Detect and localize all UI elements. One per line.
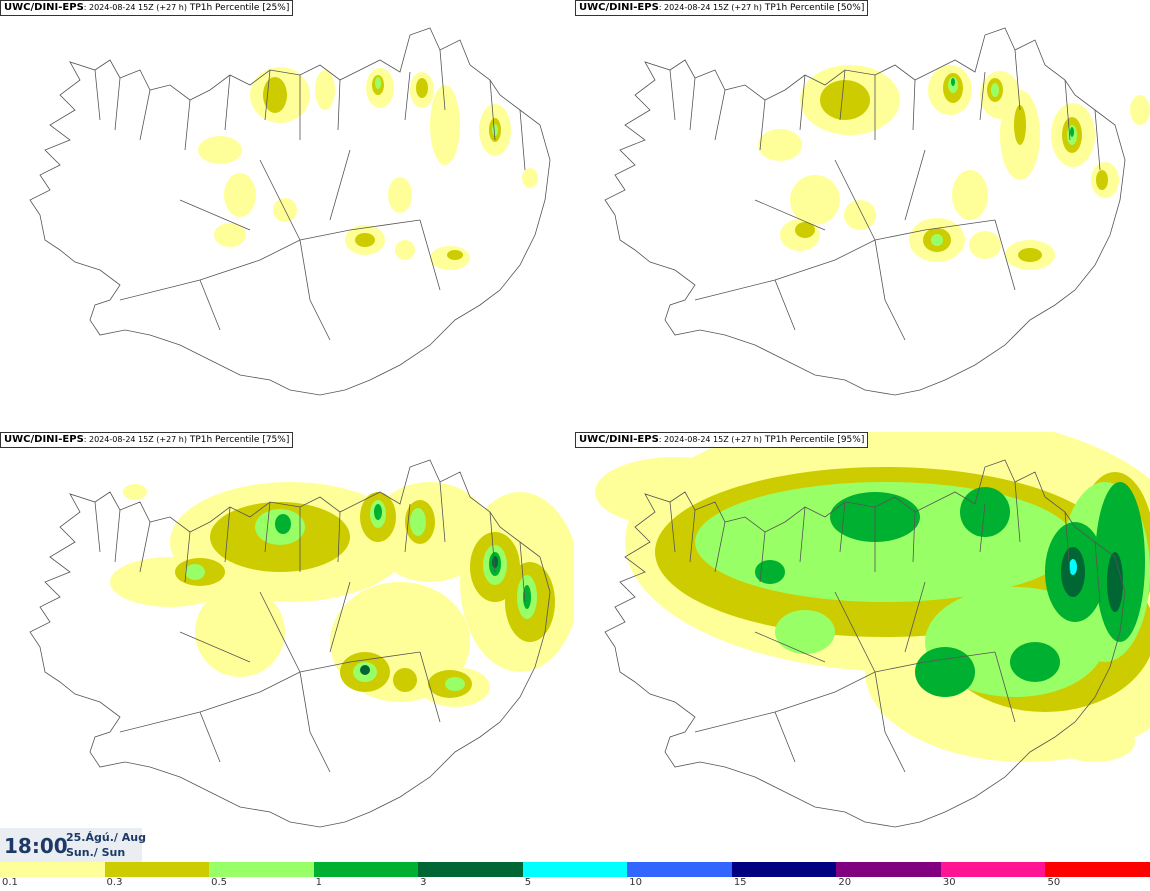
- legend-swatch: [731, 862, 837, 877]
- legend-ticks: 0.1 0.3 0.5 1 3 5 10 15 20 30 50: [0, 877, 1150, 891]
- legend-tick-label: 0.3: [106, 877, 123, 888]
- legend-tick-label: 0.5: [211, 877, 227, 888]
- panel-title: UWC/DINI-EPS: 2024-08-24 15Z (+27 h) TP1…: [0, 0, 294, 16]
- valid-time-hour: 18:00: [4, 834, 68, 858]
- legend-tick-label: 5: [524, 877, 532, 888]
- legend-swatch: [1045, 862, 1150, 877]
- legend-swatch: [627, 862, 732, 877]
- legend-swatch: [313, 862, 419, 877]
- legend-tick-label: 1: [315, 877, 322, 888]
- legend-tick-label: 20: [838, 877, 852, 888]
- legend-tick-label: 0.1: [2, 877, 18, 888]
- panel-title: UWC/DINI-EPS: 2024-08-24 15Z (+27 h) TP1…: [575, 432, 869, 448]
- valid-time-box: 18:00 25.Ágú./ Aug Sun./ Sun: [0, 828, 146, 862]
- precip-fill: [595, 432, 1150, 762]
- legend-swatch: [836, 862, 941, 877]
- coastline: [604, 27, 1126, 396]
- map-panel-p50: UWC/DINI-EPS: 2024-08-24 15Z (+27 h) TP1…: [575, 0, 1150, 430]
- precip-map: [29, 27, 551, 396]
- precip-map: [595, 432, 1150, 828]
- panel-title: UWC/DINI-EPS: 2024-08-24 15Z (+27 h) TP1…: [575, 0, 869, 16]
- legend-colorbar: [0, 862, 1150, 877]
- legend-tick-label: 3: [420, 877, 427, 888]
- legend-swatch: [940, 862, 1046, 877]
- precip-fill: [110, 482, 574, 707]
- coastline: [29, 27, 551, 396]
- map-panel-p95: UWC/DINI-EPS: 2024-08-24 15Z (+27 h) TP1…: [575, 432, 1150, 862]
- legend-tick-label: 15: [733, 877, 747, 888]
- legend-tick-label: 10: [629, 877, 642, 888]
- legend-swatch: [209, 862, 314, 877]
- legend-swatch: [104, 862, 210, 877]
- legend-swatch: [418, 862, 523, 877]
- map-panel-p25: UWC/DINI-EPS: 2024-08-24 15Z (+27 h) TP1…: [0, 0, 574, 430]
- precip-map: [29, 459, 574, 828]
- valid-time-date: 25.Ágú./ Aug: [66, 831, 146, 844]
- precip-map: [604, 27, 1150, 396]
- valid-time-day: Sun./ Sun: [66, 846, 126, 859]
- precip-fill: [758, 65, 1150, 270]
- precip-fill: [198, 67, 538, 270]
- legend-swatch: [522, 862, 628, 877]
- panel-title: UWC/DINI-EPS: 2024-08-24 15Z (+27 h) TP1…: [0, 432, 294, 448]
- coastline: [29, 459, 551, 828]
- legend-tick-label: 50: [1047, 877, 1061, 888]
- legend-tick-label: 30: [942, 877, 956, 888]
- coastline: [604, 459, 1126, 828]
- legend-swatch: [0, 862, 105, 877]
- map-panel-p75: UWC/DINI-EPS: 2024-08-24 15Z (+27 h) TP1…: [0, 432, 574, 862]
